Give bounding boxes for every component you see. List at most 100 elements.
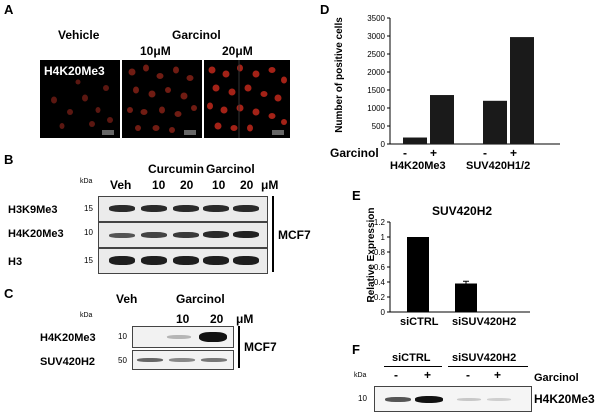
row-label-h4k20me3-c: H4K20Me3 [40, 332, 96, 344]
micrograph-garcinol-20 [204, 60, 290, 138]
band [415, 396, 443, 403]
micrograph-vehicle-cells [51, 79, 114, 135]
blot-suv420h2-c [132, 350, 234, 370]
mcf7-bracket-b [272, 196, 274, 272]
group-underline-1 [384, 366, 442, 367]
panel-b-label: B [4, 152, 14, 167]
micrograph-20-cells [207, 60, 287, 138]
dose-20-label-a: 20μM [222, 44, 253, 58]
band [167, 335, 191, 339]
chart-d-bar [483, 100, 507, 144]
chart-e-cat-1: siCTRL [400, 316, 439, 328]
kda-label-f: kDa [354, 372, 367, 379]
blot-h4k20me3-c [132, 326, 234, 348]
treatment-label-f: Garcinol [534, 372, 579, 384]
row-label-suv420h2-c: SUV420H2 [40, 356, 96, 368]
sign-f-1: - [394, 368, 398, 382]
kda-marker-b-2: 10 [84, 228, 93, 237]
garcinol-label-a: Garcinol [172, 28, 221, 42]
panel-c-label: C [4, 286, 14, 301]
cell-line-label-b: MCF7 [278, 228, 311, 242]
band [203, 231, 229, 238]
kda-label-c: kDa [80, 312, 93, 319]
chart-e-ytick-label: 0.8 [374, 248, 386, 257]
blot-h4k20me3-f [374, 386, 532, 412]
chart-e-ytick-label: 1 [381, 233, 386, 242]
blot-h4k20me3-b [98, 222, 268, 248]
row-label-h3: H3 [8, 256, 23, 268]
kda-marker-b-1: 15 [84, 204, 93, 213]
dose-label-b-2: 20 [180, 178, 194, 192]
chart-d-ytick-label: 500 [372, 122, 386, 131]
micrograph-10-cells [127, 64, 197, 135]
chart-d-ytick-label: 3500 [367, 14, 385, 23]
chart-d-ytick-label: 2000 [367, 68, 385, 77]
kda-marker-b-3: 15 [84, 256, 93, 265]
chart-e-ytick-label: 0.4 [374, 278, 386, 287]
chart-d-sign-2: + [430, 146, 438, 160]
row-label-h4k20me3-b: H4K20Me3 [8, 228, 64, 240]
kda-marker-c-2: 50 [118, 356, 127, 365]
band [109, 256, 135, 265]
panel-d-label: D [320, 2, 330, 17]
band [173, 232, 199, 238]
chart-d-ytick-label: 3000 [367, 32, 385, 41]
band [203, 256, 229, 265]
veh-label-c: Veh [116, 292, 138, 306]
chart-e-title: SUV420H2 [432, 204, 493, 218]
garcinol-label-b: Garcinol [206, 162, 255, 176]
band [141, 205, 167, 212]
dose-label-c-1: 10 [176, 312, 190, 326]
micrograph-garcinol-10 [122, 60, 202, 138]
chart-d-ylabel: Number of positive cells [334, 17, 345, 133]
unit-label-c: μM [236, 312, 254, 326]
chart-e: 0 0.2 0.4 0.6 0.8 1 1.2 [374, 218, 530, 317]
chart-e-ylabel: Relative Expression [366, 207, 377, 303]
group-label-sictrl: siCTRL [392, 352, 431, 364]
band [487, 398, 511, 401]
kda-label-b: kDa [80, 178, 93, 185]
band [109, 233, 135, 238]
panel-e-label: E [352, 188, 361, 203]
blot-h3 [98, 248, 268, 274]
band [169, 358, 195, 362]
curcumin-label: Curcumin [148, 162, 205, 176]
garcinol-label-c: Garcinol [176, 292, 225, 306]
dose-label-c-2: 20 [210, 312, 224, 326]
chart-d-bar [510, 37, 534, 144]
band [201, 358, 227, 362]
chart-d-bar [403, 137, 427, 144]
sign-f-3: - [466, 368, 470, 382]
chart-e-ytick-label: 1.2 [374, 218, 386, 227]
chart-e-ytick-label: 0.6 [374, 263, 386, 272]
kda-marker-f: 10 [358, 394, 367, 403]
chart-e-cat-2: siSUV420H2 [452, 316, 517, 328]
band [141, 256, 167, 265]
band [109, 205, 135, 212]
chart-e-ytick-label: 0 [381, 308, 386, 317]
chart-d-group-1: H4K20Me3 [390, 160, 446, 172]
band [233, 205, 259, 212]
chart-d-ytick-label: 2500 [367, 50, 385, 59]
band [385, 397, 411, 402]
sign-f-2: + [424, 368, 432, 382]
micrograph-vehicle [40, 60, 120, 138]
chart-d-group-2: SUV420H1/2 [466, 160, 531, 172]
chart-d-ytick-label: 1500 [367, 86, 385, 95]
sign-f-4: + [494, 368, 502, 382]
band [173, 256, 199, 265]
row-label-h4k20me3-f: H4K20Me3 [534, 392, 595, 406]
band [173, 205, 199, 212]
chart-e-bar [455, 283, 477, 312]
mcf7-bracket-c [238, 326, 240, 368]
chart-d-sign-4: + [510, 146, 518, 160]
chart-d: 0 500 1000 1500 2000 2500 3000 3500 [367, 14, 560, 149]
band [137, 358, 163, 362]
chart-d-sign-3: - [483, 146, 487, 160]
vehicle-label: Vehicle [58, 28, 100, 42]
band [199, 332, 227, 342]
chart-e-bar [407, 237, 429, 312]
dose-label-b-3: 10 [212, 178, 226, 192]
kda-marker-c-1: 10 [118, 332, 127, 341]
dose-label-b-1: 10 [152, 178, 166, 192]
